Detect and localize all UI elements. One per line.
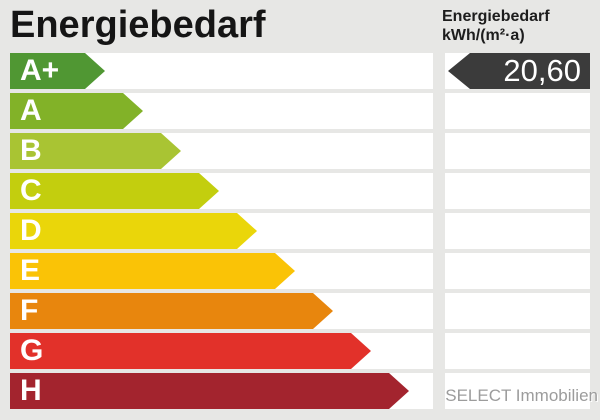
energy-class-label: F xyxy=(20,294,39,327)
scale-row-h: H xyxy=(0,373,600,409)
energy-class-arrow: A xyxy=(10,93,143,129)
energy-class-arrow: B xyxy=(10,133,181,169)
unit-header-line2: kWh/(m²·a) xyxy=(442,27,525,44)
energy-class-arrow: H xyxy=(10,373,409,409)
unit-header: Energiebedarf kWh/(m²·a) xyxy=(442,7,550,45)
chart-title: Energiebedarf xyxy=(10,4,266,46)
scale-row-g: G xyxy=(0,333,600,369)
energy-class-label: B xyxy=(20,134,42,167)
value-column-cell xyxy=(445,173,590,209)
scale-row-e: E xyxy=(0,253,600,289)
scale-row-track: A+ xyxy=(10,53,433,89)
scale-row-track: C xyxy=(10,173,433,209)
energy-class-arrow: E xyxy=(10,253,295,289)
scale-row-c: C xyxy=(0,173,600,209)
value-column-cell xyxy=(445,373,590,409)
energy-class-arrow: D xyxy=(10,213,257,249)
scale-row-a: A xyxy=(0,93,600,129)
energy-class-arrow: F xyxy=(10,293,333,329)
scale-row-track: E xyxy=(10,253,433,289)
energy-class-arrow: G xyxy=(10,333,371,369)
value-badge-text: 20,60 xyxy=(503,53,581,88)
unit-header-line1: Energiebedarf xyxy=(442,8,550,25)
scale-row-b: B xyxy=(0,133,600,169)
energy-class-arrow: C xyxy=(10,173,219,209)
scale-row-track: F xyxy=(10,293,433,329)
value-column-cell xyxy=(445,333,590,369)
scale-row-track: B xyxy=(10,133,433,169)
scale-row-track: H xyxy=(10,373,433,409)
value-column-cell xyxy=(445,93,590,129)
energy-class-label: C xyxy=(20,174,42,207)
value-column-cell xyxy=(445,253,590,289)
energy-class-label: H xyxy=(20,374,42,407)
energy-class-arrow: A+ xyxy=(10,53,105,89)
energy-class-label: A+ xyxy=(20,54,60,87)
brand-watermark: SELECT Immobilien xyxy=(445,386,598,405)
value-column-cell xyxy=(445,133,590,169)
energy-class-label: A xyxy=(20,94,42,127)
energy-class-label: G xyxy=(20,334,44,367)
scale-row-track: G xyxy=(10,333,433,369)
scale-row-track: D xyxy=(10,213,433,249)
energy-class-label: D xyxy=(20,214,42,247)
energy-class-label: E xyxy=(20,254,41,287)
value-badge-arrow: 20,60 xyxy=(448,53,590,89)
scale-row-f: F xyxy=(0,293,600,329)
scale-row-track: A xyxy=(10,93,433,129)
value-column-cell xyxy=(445,213,590,249)
scale-row-d: D xyxy=(0,213,600,249)
value-column-cell xyxy=(445,293,590,329)
